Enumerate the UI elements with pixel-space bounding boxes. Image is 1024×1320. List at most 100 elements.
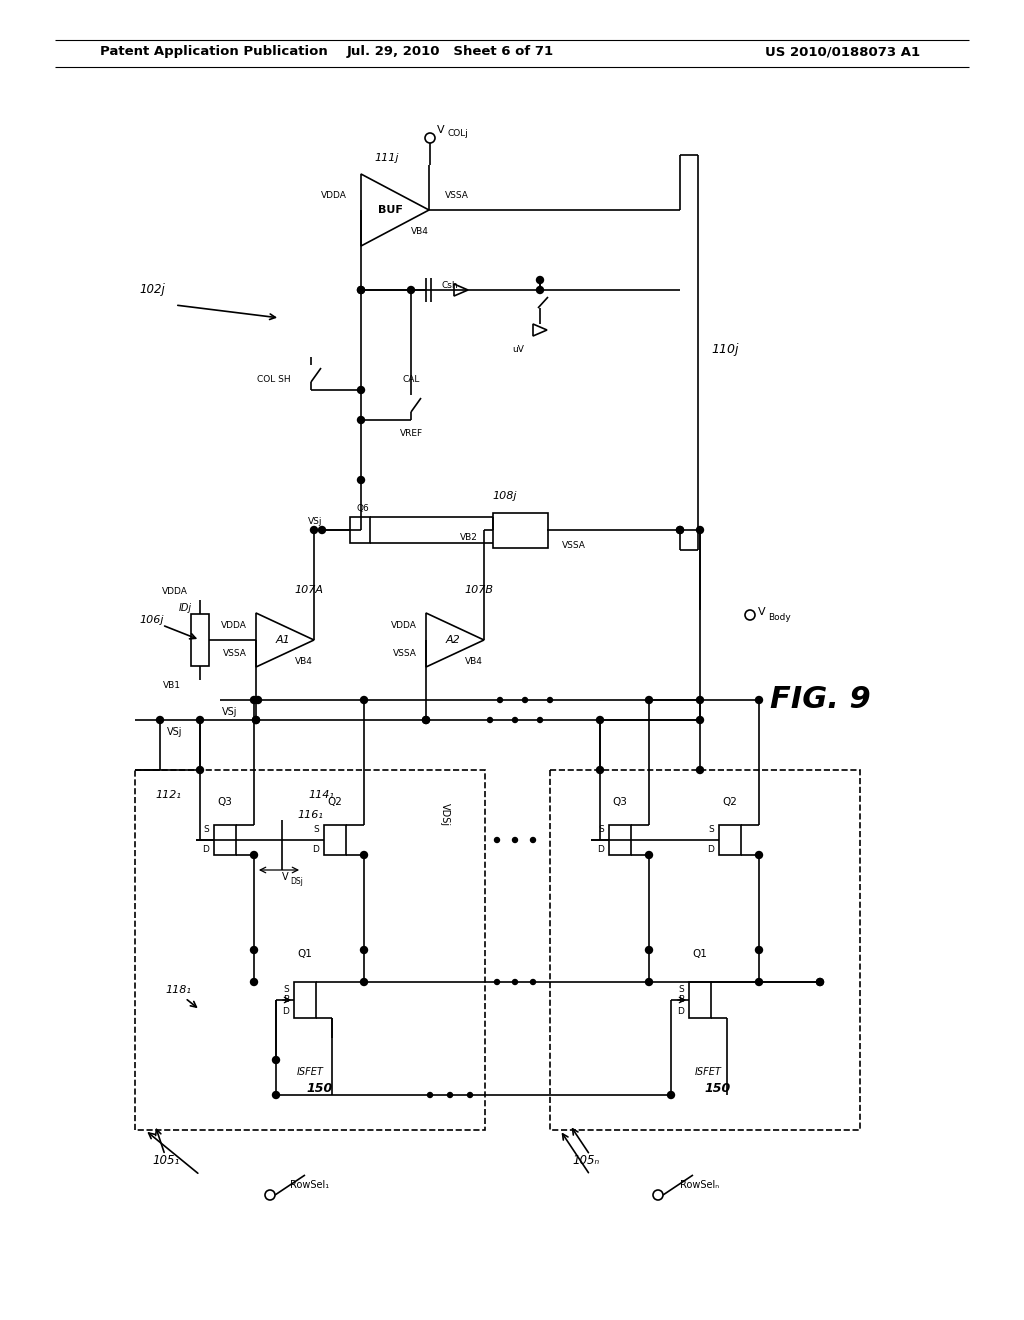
Text: 116₁: 116₁: [297, 810, 323, 820]
Text: S: S: [678, 986, 684, 994]
Circle shape: [512, 718, 517, 722]
Text: 102j: 102j: [139, 284, 165, 297]
Text: CAL: CAL: [402, 375, 420, 384]
Text: COL SH: COL SH: [257, 375, 291, 384]
Text: Jul. 29, 2010   Sheet 6 of 71: Jul. 29, 2010 Sheet 6 of 71: [346, 45, 554, 58]
Text: 110j: 110j: [712, 343, 738, 356]
Circle shape: [360, 978, 368, 986]
Text: S: S: [709, 825, 714, 834]
Text: VB4: VB4: [411, 227, 429, 236]
Circle shape: [816, 978, 823, 986]
Circle shape: [357, 286, 365, 293]
Text: RowSel₁: RowSel₁: [291, 1180, 330, 1191]
Text: 106j: 106j: [139, 615, 164, 624]
Text: D: D: [677, 1007, 684, 1016]
Circle shape: [530, 979, 536, 985]
Text: Patent Application Publication: Patent Application Publication: [100, 45, 328, 58]
Circle shape: [696, 767, 703, 774]
Text: 112₁: 112₁: [155, 789, 181, 800]
Bar: [191, 614, 209, 667]
Circle shape: [423, 717, 429, 723]
Circle shape: [645, 851, 652, 858]
Circle shape: [360, 851, 368, 858]
Circle shape: [668, 1092, 675, 1098]
Circle shape: [597, 717, 603, 723]
Text: VDDA: VDDA: [162, 587, 188, 597]
Circle shape: [357, 387, 365, 393]
Circle shape: [495, 979, 500, 985]
Text: S: S: [598, 825, 604, 834]
Bar: [609, 825, 631, 855]
Circle shape: [548, 697, 553, 702]
Text: Csh: Csh: [441, 281, 458, 290]
Circle shape: [537, 286, 544, 293]
Bar: [214, 825, 236, 855]
Text: S: S: [203, 825, 209, 834]
Circle shape: [251, 946, 257, 953]
Text: DSj: DSj: [290, 878, 303, 887]
Text: COLj: COLj: [447, 129, 468, 139]
Text: VDDA: VDDA: [221, 622, 247, 631]
Text: D: D: [597, 846, 604, 854]
Circle shape: [696, 697, 703, 704]
Text: VSj: VSj: [307, 517, 322, 527]
Circle shape: [251, 851, 257, 858]
Text: D: D: [312, 846, 319, 854]
Text: B: B: [678, 995, 684, 1005]
Text: V: V: [282, 873, 289, 882]
Circle shape: [677, 527, 683, 533]
Circle shape: [157, 717, 164, 723]
Text: uV: uV: [512, 346, 524, 355]
Circle shape: [272, 1056, 280, 1064]
Text: D: D: [283, 1007, 289, 1016]
Text: Q1: Q1: [692, 949, 708, 960]
Text: V: V: [758, 607, 766, 616]
Bar: [324, 825, 346, 855]
Text: Q2: Q2: [723, 797, 737, 807]
Circle shape: [357, 286, 365, 293]
Circle shape: [253, 717, 259, 723]
Text: A2: A2: [445, 635, 461, 645]
Text: VSSA: VSSA: [445, 191, 469, 201]
Text: VREF: VREF: [399, 429, 423, 438]
Text: B: B: [283, 995, 289, 1005]
Text: VB4: VB4: [465, 657, 483, 667]
Bar: [493, 512, 548, 548]
Text: S: S: [313, 825, 319, 834]
Circle shape: [253, 717, 259, 723]
Text: ISFET: ISFET: [694, 1067, 722, 1077]
Circle shape: [756, 697, 763, 704]
Circle shape: [447, 1093, 453, 1097]
Text: 111j: 111j: [375, 153, 399, 162]
Circle shape: [318, 527, 326, 533]
Text: D: D: [708, 846, 714, 854]
Circle shape: [597, 767, 603, 774]
Circle shape: [251, 978, 257, 986]
Circle shape: [251, 697, 257, 704]
Text: 114₁: 114₁: [308, 789, 334, 800]
Circle shape: [816, 978, 823, 986]
Text: VB2: VB2: [460, 533, 478, 543]
Circle shape: [357, 477, 365, 483]
Circle shape: [696, 717, 703, 723]
Circle shape: [645, 697, 652, 704]
Circle shape: [498, 697, 503, 702]
Text: US 2010/0188073 A1: US 2010/0188073 A1: [765, 45, 920, 58]
Circle shape: [408, 286, 415, 293]
Circle shape: [512, 979, 517, 985]
Text: 105ₙ: 105ₙ: [572, 1154, 599, 1167]
Circle shape: [756, 946, 763, 953]
Text: 105₁: 105₁: [152, 1154, 179, 1167]
Text: VB4: VB4: [295, 657, 313, 667]
Text: 107B: 107B: [465, 585, 494, 595]
Circle shape: [645, 978, 652, 986]
Circle shape: [677, 527, 683, 533]
Text: VSSA: VSSA: [223, 649, 247, 659]
Text: Q6: Q6: [356, 503, 370, 512]
Circle shape: [645, 946, 652, 953]
Text: VSSA: VSSA: [562, 541, 586, 550]
Text: VDDA: VDDA: [391, 622, 417, 631]
Circle shape: [197, 717, 204, 723]
Circle shape: [537, 276, 544, 284]
Bar: [689, 982, 711, 1018]
